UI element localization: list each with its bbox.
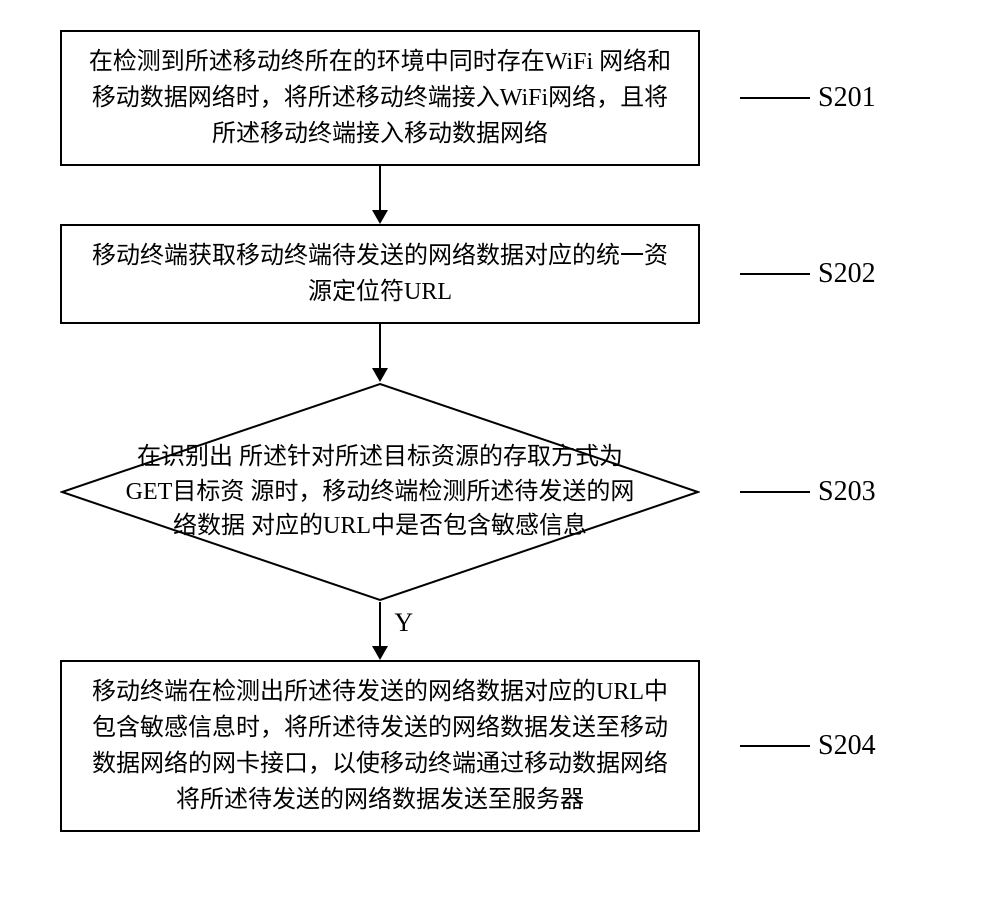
node-s202: 移动终端获取移动终端待发送的网络数据对应的统一资源定位符URL xyxy=(60,224,700,324)
leader-s202: S202 xyxy=(740,258,960,290)
flowchart-container: 在检测到所述移动终所在的环境中同时存在WiFi 网络和移动数据网络时，将所述移动… xyxy=(20,30,980,832)
leader-s204: S204 xyxy=(740,730,960,762)
edge-s202-s203 xyxy=(20,324,980,382)
leader-s203: S203 xyxy=(740,476,960,508)
node-s203: 在识别出 所述针对所述目标资源的存取方式为GET目标资 源时，移动终端检测所述待… xyxy=(60,382,700,602)
arrow-down-icon xyxy=(372,646,388,660)
label-s202: S202 xyxy=(818,258,876,290)
node-s204: 移动终端在检测出所述待发送的网络数据对应的URL中包含敏感信息时，将所述待发送的… xyxy=(60,660,700,832)
edge-s203-s204: Y xyxy=(20,602,980,660)
row-s203: 在识别出 所述针对所述目标资源的存取方式为GET目标资 源时，移动终端检测所述待… xyxy=(20,382,980,602)
row-s202: 移动终端获取移动终端待发送的网络数据对应的统一资源定位符URL S202 xyxy=(20,224,980,324)
arrow-down-icon xyxy=(372,210,388,224)
row-s201: 在检测到所述移动终所在的环境中同时存在WiFi 网络和移动数据网络时，将所述移动… xyxy=(20,30,980,166)
label-s201: S201 xyxy=(818,82,876,114)
node-s201: 在检测到所述移动终所在的环境中同时存在WiFi 网络和移动数据网络时，将所述移动… xyxy=(60,30,700,166)
label-s204: S204 xyxy=(818,730,876,762)
node-s203-text: 在识别出 所述针对所述目标资源的存取方式为GET目标资 源时，移动终端检测所述待… xyxy=(60,440,700,544)
branch-label-y: Y xyxy=(394,608,413,637)
edge-s201-s202 xyxy=(20,166,980,224)
row-s204: 移动终端在检测出所述待发送的网络数据对应的URL中包含敏感信息时，将所述待发送的… xyxy=(20,660,980,832)
leader-s201: S201 xyxy=(740,82,960,114)
label-s203: S203 xyxy=(818,476,876,508)
arrow-down-icon xyxy=(372,368,388,382)
